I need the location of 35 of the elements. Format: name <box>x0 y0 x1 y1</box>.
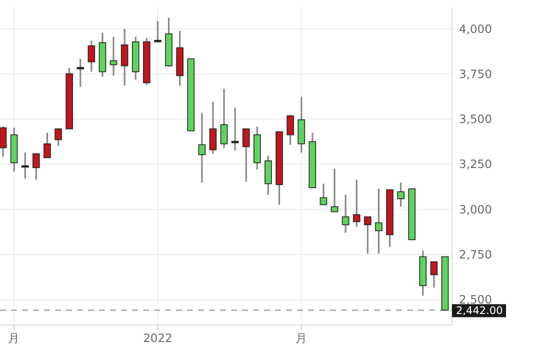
candlestick <box>364 216 372 254</box>
candlestick <box>198 112 206 184</box>
candlestick <box>32 152 40 181</box>
candlestick <box>76 58 84 88</box>
candlestick <box>242 128 250 183</box>
candlestick <box>330 168 338 213</box>
candlestick <box>44 132 51 159</box>
candlestick <box>264 154 272 196</box>
candlestick <box>352 178 360 228</box>
candlestick <box>120 28 128 86</box>
candlestick <box>110 36 118 77</box>
candlestick <box>0 126 7 158</box>
y-tick-label: 3,500 <box>459 112 492 126</box>
candlestick <box>430 260 438 288</box>
candlestick <box>154 20 162 42</box>
candlestick <box>320 182 328 206</box>
candlestick <box>88 40 96 73</box>
y-tick-label: 3,000 <box>459 202 492 216</box>
ref-line-label: 2,442.00 <box>456 305 503 318</box>
candlestick <box>397 182 404 208</box>
candlestick <box>375 188 382 254</box>
y-tick-label: 2,750 <box>459 248 492 262</box>
y-tick-label: 2,500 <box>459 292 492 307</box>
x-tick-label: 月 <box>8 331 20 345</box>
candlestick <box>209 100 217 155</box>
x-tick-label: 月 <box>295 331 308 345</box>
x-tick-label: 2022 <box>143 331 172 345</box>
candlestick <box>54 128 62 147</box>
y-tick-label: 3,250 <box>459 157 492 172</box>
candlestick <box>342 194 350 234</box>
y-tick-label: 4,000 <box>459 22 492 36</box>
candlestick <box>286 114 294 146</box>
candlestick <box>220 88 228 149</box>
y-tick-label: 3,750 <box>459 66 492 81</box>
candlestick <box>21 152 29 180</box>
